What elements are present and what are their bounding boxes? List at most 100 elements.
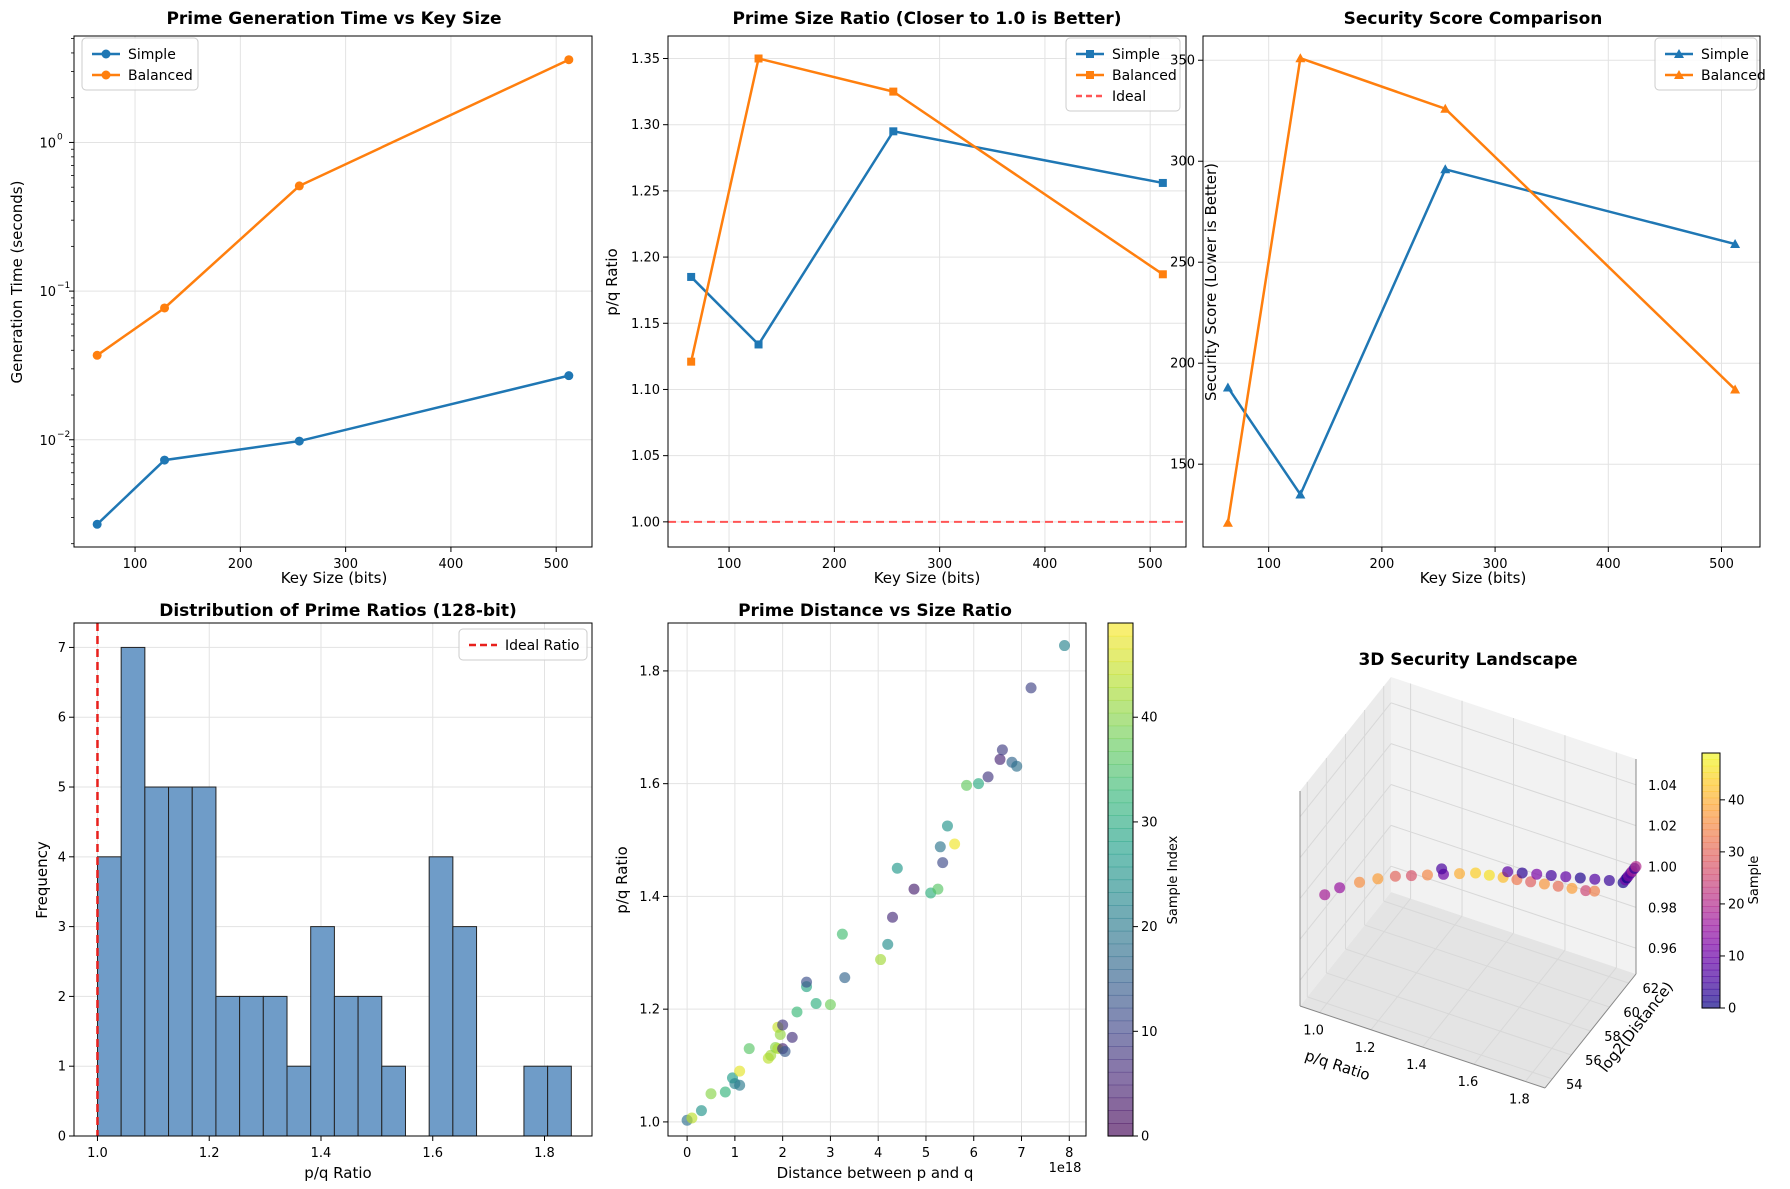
panel6-colorbar-segment — [1702, 976, 1720, 984]
panel1-ytick-exp-1: −1 — [57, 281, 70, 291]
panel1-legend-box — [81, 37, 199, 91]
panel1-line-balanced — [96, 58, 570, 357]
panel5-point-37 — [949, 838, 961, 850]
panel5-point-1 — [686, 1112, 698, 1124]
panel5-point-31 — [908, 883, 920, 895]
panel4-frame — [73, 622, 593, 1137]
panel6-ztick-label-1: 0.98 — [1648, 901, 1677, 916]
panel6-grid — [1299, 702, 1392, 818]
panel2-legend-label-1: Balanced — [1112, 68, 1177, 84]
panel5-colorbar-segment — [1108, 687, 1133, 701]
panel3-point-simple-3 — [1730, 239, 1741, 249]
panel6-point-8 — [1436, 863, 1448, 875]
panel5-point-42 — [996, 744, 1008, 756]
panel4-ytick-label-7: 7 — [58, 641, 66, 656]
panel6-colorbar-segment — [1702, 765, 1720, 773]
panel6-point-6 — [1421, 869, 1433, 881]
panel5-colorbar-segment — [1108, 943, 1133, 958]
panel6-colorbar-frame — [1701, 752, 1721, 1009]
panel4-bar-15 — [452, 926, 478, 1137]
panel2-frame — [667, 35, 1187, 548]
panel2-point-balanced-2 — [889, 87, 898, 96]
panel5-frame — [667, 622, 1087, 1137]
panel6-colorbar-segment — [1702, 855, 1720, 862]
panel5-colorbar-segment — [1108, 648, 1133, 663]
panel6-cbar-label-3: 30 — [1728, 845, 1745, 860]
panel1-xlabel: Key Size (bits) — [281, 569, 388, 587]
panel2-xtick-label-2: 300 — [927, 557, 952, 572]
panel4-ytick-label-6: 6 — [58, 711, 66, 726]
panel3-xtick-label-1: 200 — [1369, 557, 1394, 572]
panel5-colorbar-segment — [1108, 776, 1133, 791]
panel6-colorbar-segment — [1702, 1001, 1720, 1009]
panel3-xlabel: Key Size (bits) — [1420, 569, 1527, 587]
panel5-point-20 — [791, 1006, 803, 1018]
panel4-bar-4 — [191, 786, 217, 1137]
panel1-ytick-base-0: 10 — [39, 434, 56, 449]
panel1-frame — [73, 35, 593, 548]
panel5-point-7 — [734, 1079, 746, 1091]
panel3-xtick-label-2: 300 — [1483, 557, 1508, 572]
panel4-ytick-label-4: 4 — [58, 850, 66, 865]
panel4-bar-1 — [120, 646, 146, 1137]
panel2-point-simple-0 — [687, 272, 696, 281]
panel5-colorbar-segment — [1108, 725, 1133, 740]
panel6-colorbar-segment — [1702, 810, 1720, 818]
panel5-point-4 — [719, 1086, 731, 1098]
panel5-xtick-label-8: 8 — [1065, 1146, 1073, 1161]
panel4-bar-12 — [381, 1065, 406, 1137]
panel5-point-45 — [1025, 682, 1037, 694]
panel5-colorbar-label: Sample Index — [1166, 835, 1181, 924]
panel6-ytick-label-4: 62 — [1642, 982, 1659, 997]
panel3-point-balanced-3 — [1730, 384, 1741, 394]
panel2-ytick-label-7: 1.35 — [631, 52, 660, 67]
panel3-xtick-label-3: 400 — [1596, 557, 1621, 572]
panel6-colorbar-label: Sample — [1747, 856, 1762, 905]
panel6-grid — [1390, 702, 1637, 786]
panel6-colorbar-segment — [1702, 848, 1720, 856]
panel6-grid — [1299, 784, 1392, 899]
panel6-colorbar-segment — [1702, 784, 1720, 792]
panel1-point-balanced-0 — [92, 350, 102, 360]
panel5-point-18 — [779, 1045, 791, 1057]
panel3-frame — [1202, 35, 1761, 548]
panel4-ylabel: Frequency — [33, 841, 51, 919]
panel6-colorbar-segment — [1702, 925, 1720, 933]
panel6-colorbar-segment — [1702, 861, 1720, 869]
panel6-colorbar-segment — [1702, 753, 1720, 760]
panel3-ylabel: Security Score (Lower is Better) — [1202, 163, 1220, 401]
panel6-xtick-label-2: 1.4 — [1406, 1058, 1427, 1073]
panel6-colorbar-segment — [1702, 835, 1720, 843]
panel1-xtick-label-2: 300 — [333, 557, 358, 572]
panel6-point-35 — [1630, 861, 1642, 872]
panel6-axis-edge-0 — [1299, 1005, 1546, 1089]
panel5-colorbar-segment — [1108, 905, 1133, 919]
panel3-point-simple-0 — [1222, 382, 1233, 392]
panel6-point-25 — [1574, 872, 1586, 884]
panel5-cbar-label-0: 0 — [1141, 1130, 1149, 1145]
panel5-point-9 — [743, 1043, 755, 1055]
panel5-point-27 — [875, 954, 887, 966]
panel6-point-15 — [1538, 878, 1550, 890]
panel6-colorbar-segment — [1702, 886, 1720, 894]
panel1-ytick-exp-2: 0 — [57, 132, 63, 142]
panel5-colorbar-segment — [1108, 1007, 1133, 1022]
panel5-cbar-label-1: 10 — [1141, 1025, 1158, 1040]
panel5-colorbar-segment — [1108, 1033, 1133, 1047]
panel6-colorbar-segment — [1702, 988, 1720, 996]
panel6-grid — [1383, 900, 1629, 984]
panel6-xtick-label-4: 1.8 — [1509, 1092, 1530, 1107]
panel4-ytick-label-2: 2 — [58, 990, 66, 1005]
panel5-colorbar-segment — [1108, 969, 1133, 983]
panel5-ytick-label-4: 1.8 — [639, 664, 660, 679]
panel6-point-3 — [1372, 873, 1384, 885]
panel1-legend-marker-1 — [101, 70, 111, 80]
panel1-point-balanced-2 — [294, 181, 304, 191]
panel3-point-balanced-1 — [1295, 53, 1306, 63]
panel6-grid — [1299, 743, 1392, 858]
panel1-legend-marker-0 — [101, 49, 111, 59]
panel3-ytick-label-3: 300 — [1170, 155, 1195, 170]
panel3-legend-marker-1 — [1674, 70, 1684, 79]
panel6-colorbar-segment — [1702, 931, 1720, 939]
panel1-ytick-base-2: 10 — [39, 136, 56, 151]
